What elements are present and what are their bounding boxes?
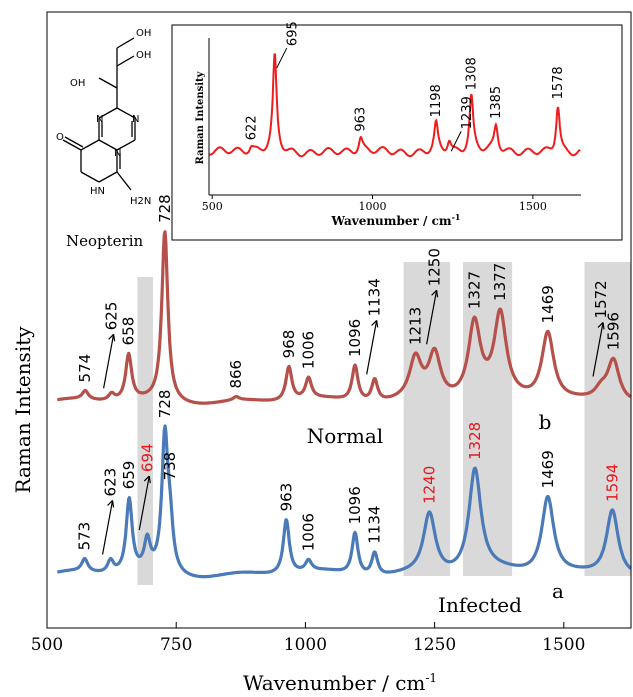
peak-label-infected-623: 623	[102, 468, 120, 497]
peak-label-infected-1328: 1328	[466, 422, 484, 460]
peak-label-infected-1469: 1469	[539, 450, 557, 488]
atom-label-o: O	[56, 132, 64, 143]
main-plot-frame	[46, 11, 632, 629]
peak-label-normal-574: 574	[76, 354, 94, 383]
peak-arrow-normal-1250	[426, 290, 438, 345]
peak-label-normal-1327: 1327	[465, 271, 483, 309]
inset-peak-arrow-695	[276, 47, 288, 69]
inset-x-ticks: 500 1000 1500	[202, 195, 547, 213]
spectra-series	[56, 230, 632, 579]
inset-peak-label-963: 963	[354, 107, 369, 132]
peak-label-infected-963: 963	[277, 483, 295, 512]
peak-label-normal-1134: 1134	[366, 278, 384, 316]
inset-peak-label-622: 622	[244, 115, 259, 140]
peak-arrowhead-normal-625	[108, 333, 116, 342]
shaded-bands	[137, 262, 631, 585]
inset-peak-label-1198: 1198	[429, 84, 444, 117]
x-tick-label-1250: 1250	[413, 635, 456, 655]
peak-arrow-normal-625	[103, 334, 115, 389]
peak-label-infected-1594: 1594	[603, 464, 621, 502]
series-letter-b: b	[539, 410, 552, 434]
molecule-caption: Neopterin	[66, 232, 144, 250]
atom-label-hn: HN	[90, 186, 105, 197]
x-tick-label-750: 750	[160, 635, 192, 655]
peak-label-infected-573: 573	[76, 522, 94, 551]
atom-label-oh-2: OH	[136, 50, 151, 61]
peak-label-infected-1096: 1096	[346, 486, 364, 524]
atom-label-oh-3: OH	[136, 28, 151, 39]
neopterin-structure	[62, 37, 136, 191]
inset-x-axis-label: Wavenumber / cm-1	[331, 212, 461, 228]
peak-arrow-normal-1572	[592, 322, 604, 377]
inset-x-tick-label-1000: 1000	[359, 200, 387, 213]
series-line-normal	[56, 230, 632, 405]
peak-arrowhead-normal-1134	[371, 319, 379, 328]
peak-arrowhead-infected-623	[107, 500, 115, 508]
peak-label-normal-968: 968	[280, 330, 298, 359]
atom-label-n-3: N	[114, 148, 121, 159]
molecule-atom-labels: OH OH OH N N N HN O H2N	[56, 28, 151, 207]
inset-series-line	[209, 53, 581, 158]
series-name-normal: Normal	[307, 424, 383, 448]
atom-label-oh-1: OH	[70, 78, 85, 89]
peak-label-normal-866: 866	[227, 360, 245, 389]
peak-label-infected-659: 659	[120, 461, 138, 490]
shaded-band-3	[463, 262, 513, 576]
peak-label-normal-1096: 1096	[346, 319, 364, 357]
peak-label-infected-728: 728	[156, 390, 174, 419]
inset-peak-label-695: 695	[286, 21, 301, 46]
peak-arrowhead-normal-1250	[431, 289, 439, 298]
inset-x-tick-label-500: 500	[202, 200, 223, 213]
peak-label-normal-1006: 1006	[300, 331, 318, 369]
atom-label-h2n: H2N	[130, 196, 151, 207]
inset-peak-labels: 622 695 963 1198 1239 1308 1385 1578	[244, 21, 566, 152]
peak-label-infected-1006: 1006	[300, 513, 318, 551]
inset-spectrum	[209, 53, 581, 158]
inset-y-axis-label: Raman Intensity	[195, 70, 206, 164]
peak-label-infected-738: 738	[161, 452, 179, 481]
peak-label-normal-1469: 1469	[539, 285, 557, 323]
peak-label-normal-728: 728	[156, 194, 174, 223]
peak-label-normal-1250: 1250	[426, 248, 444, 286]
inset-box	[171, 24, 623, 241]
x-tick-label-500: 500	[31, 635, 63, 655]
x-axis-ticks: 500 750 1000 1250 1500	[31, 622, 585, 655]
peak-label-normal-1596: 1596	[604, 312, 622, 350]
inset-peak-label-1308: 1308	[464, 57, 479, 90]
shaded-band-1	[137, 277, 153, 585]
inset-x-tick-label-1500: 1500	[519, 200, 547, 213]
y-axis-label: Raman Intensity	[11, 326, 35, 494]
peak-label-normal-658: 658	[120, 317, 138, 346]
peak-label-normal-1213: 1213	[406, 307, 424, 345]
peak-arrow-normal-1134	[366, 320, 378, 375]
series-line-infected	[56, 424, 632, 579]
peak-arrowhead-normal-1572	[597, 322, 605, 330]
peak-arrowhead-infected-694	[143, 475, 151, 484]
peak-label-normal-625: 625	[103, 302, 121, 331]
inset-peak-label-1578: 1578	[551, 66, 566, 99]
peak-label-infected-1240: 1240	[420, 466, 438, 504]
inset-peak-arrow-1239	[450, 131, 462, 152]
peak-label-normal-1377: 1377	[491, 263, 509, 301]
atom-label-n-1: N	[96, 114, 103, 125]
x-axis-label: Wavenumber / cm-1	[243, 671, 437, 695]
series-name-infected: Infected	[438, 593, 522, 617]
peak-arrow-infected-694	[138, 475, 150, 531]
x-tick-label-1000: 1000	[284, 635, 327, 655]
inset-peak-label-1385: 1385	[489, 86, 504, 119]
x-tick-label-1500: 1500	[542, 635, 585, 655]
peak-label-normal-1572: 1572	[592, 280, 610, 318]
peak-label-infected-1134: 1134	[366, 506, 384, 544]
series-letter-a: a	[552, 579, 564, 603]
peak-label-infected-694: 694	[138, 443, 156, 472]
peak-arrow-infected-623	[101, 500, 114, 555]
atom-label-n-2: N	[132, 114, 139, 125]
inset-peak-label-1239: 1239	[460, 96, 475, 129]
